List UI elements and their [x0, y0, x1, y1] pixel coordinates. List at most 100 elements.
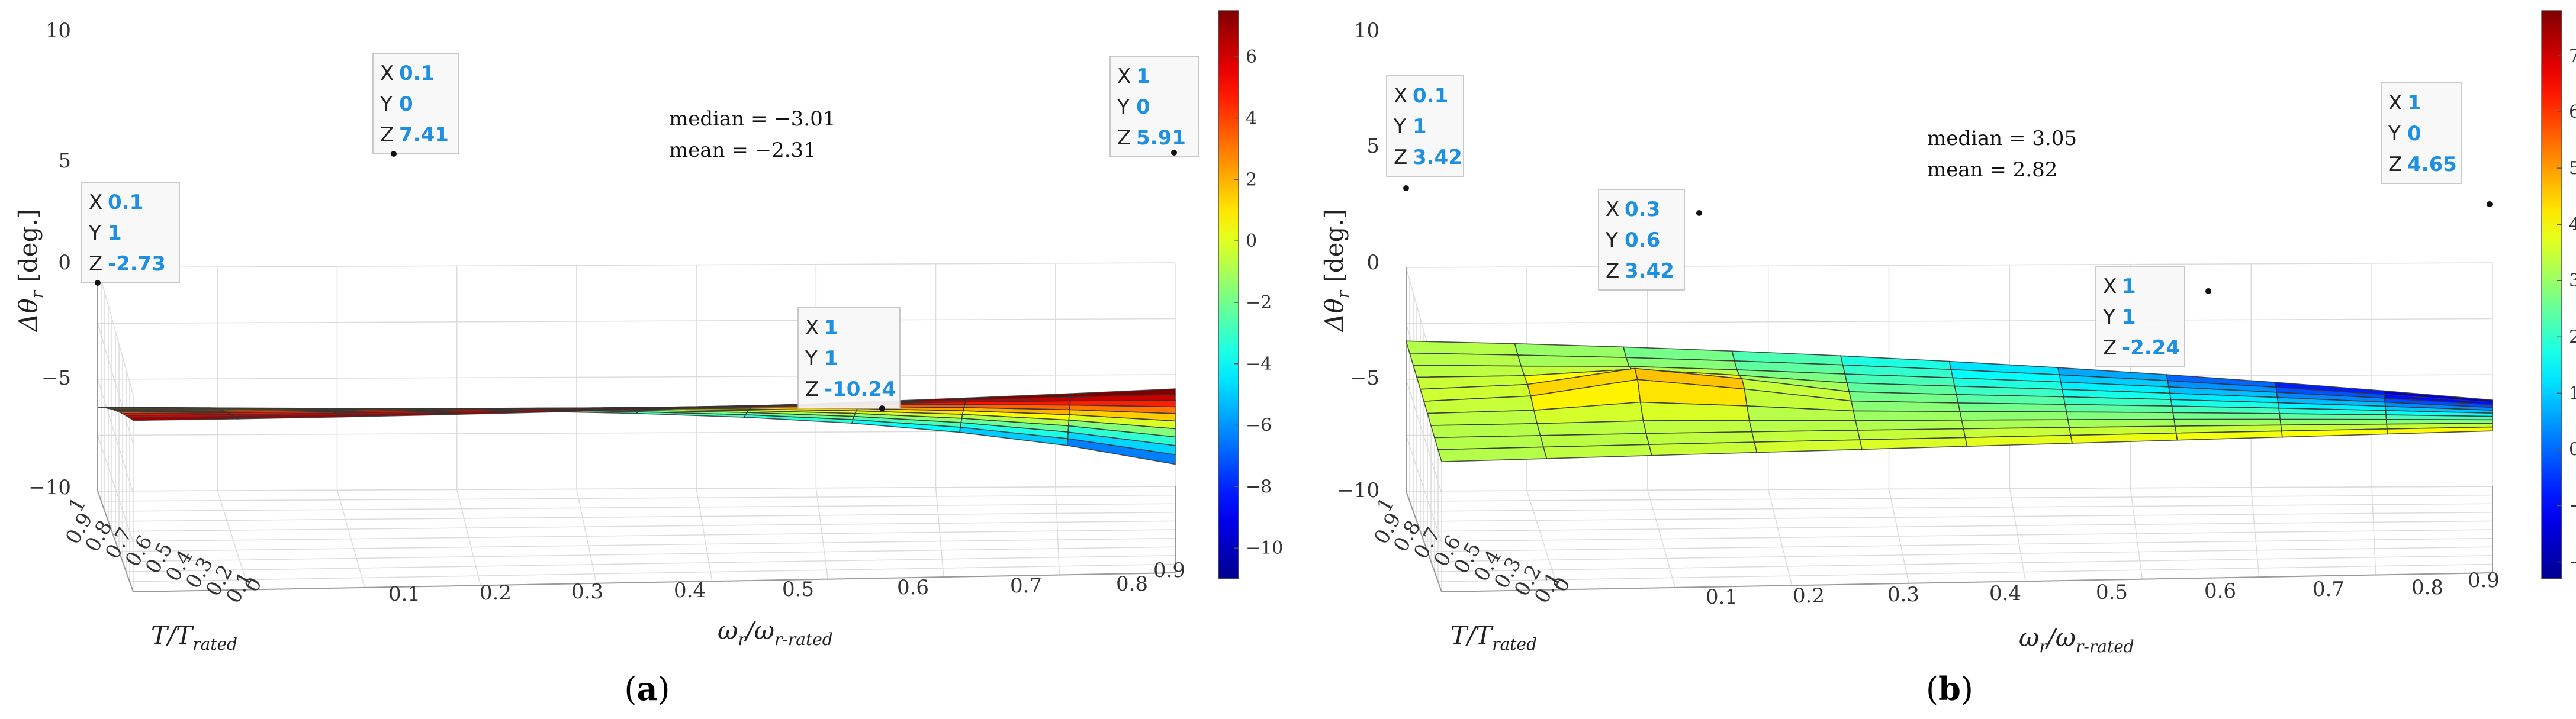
- grid-line: [97, 374, 1176, 380]
- colorbar-tick-label: 2: [1246, 169, 1257, 190]
- surface-patch: [1536, 420, 1647, 436]
- surface-patch: [1964, 434, 2073, 447]
- z-tick-label: 10: [1354, 19, 1379, 43]
- z-axis-label-a: Δθr [deg.]: [14, 209, 47, 333]
- datatip-marker: [1696, 210, 1702, 216]
- datatips-a: X 0.1Y 1Z -2.73X 0.1Y 0Z 7.41X 1Y 0Z 5.91X 1Y 1Z -10…: [81, 53, 1199, 411]
- colorbar-bar-b: [2541, 10, 2562, 579]
- surface-patch: [2172, 412, 2281, 420]
- surface-patch: [2387, 426, 2493, 435]
- colorbar-tick-label: −10: [1246, 538, 1283, 559]
- datatip-value: 0.3: [1625, 198, 1660, 221]
- surface-patch: [2279, 413, 2387, 420]
- surface-patch: [1517, 354, 1630, 367]
- datatip-box: [2095, 266, 2185, 367]
- grid-line: [126, 555, 1176, 572]
- datatip-value: -10.24: [824, 378, 896, 401]
- y-axis-label-b: T/Trated: [1451, 621, 1537, 654]
- datatip-value: 0: [1136, 95, 1150, 119]
- x-tick-label: 0.4: [1989, 582, 2021, 605]
- datatip-box: [81, 182, 180, 283]
- grid-line: [1406, 318, 2493, 324]
- grid-line: [122, 546, 1176, 562]
- datatip-value: 1: [1413, 115, 1427, 138]
- datatip-box: [1386, 75, 1464, 177]
- datatip-value: 1: [2407, 91, 2421, 115]
- datatip-key: Z: [805, 378, 819, 401]
- x-axis-label-b: ωr/ωr-rated: [2019, 623, 2134, 656]
- datatip-box: [1598, 189, 1685, 291]
- datatips-b: X 0.1Y 1Z 3.42X 0.3Y 0.6Z 3.42X 1Y 0Z 4.65X 1Y 1Z -2…: [1386, 75, 2493, 367]
- z-tick-label: 0: [1366, 251, 1379, 275]
- datatip-marker: [95, 280, 101, 286]
- surface-patch: [1412, 365, 1525, 378]
- surface-patch: [1853, 410, 1963, 421]
- surface-patch: [2070, 433, 2178, 444]
- datatip-value: 1: [2122, 275, 2136, 298]
- x-tick-label: 0.5: [2096, 581, 2128, 604]
- z-ticks-a: 10 5 0 −5 −10: [28, 19, 71, 499]
- datatip-key: Y: [1393, 115, 1406, 138]
- datatip-value: 0: [2407, 122, 2421, 146]
- surface-patch: [2066, 411, 2175, 420]
- grid-line: [111, 520, 1176, 532]
- grid-line: [97, 318, 1176, 324]
- grid-line: [97, 486, 1176, 492]
- chart-panel-a: X 0.1Y 1Z -2.73X 0.1Y 0Z 7.41X 1Y 0Z 5.91X 1Y 1Z -10…: [14, 10, 1283, 708]
- datatip-key: Y: [380, 92, 393, 116]
- x-tick-label: 0.7: [2313, 578, 2345, 601]
- colorbar-a: 6 4 2 0 −2 −4 −6 −8 −10: [1218, 10, 1283, 579]
- z-tick-label: 0: [58, 251, 71, 275]
- x-tick-label: 0.1: [1706, 585, 1738, 609]
- datatip-key: Z: [2388, 153, 2402, 176]
- surface-patch: [1859, 437, 1968, 450]
- datatip-value: 3.42: [1413, 146, 1462, 169]
- datatip-key: Z: [2103, 336, 2117, 360]
- datatip-value: -2.73: [108, 252, 166, 276]
- grid-line: [1413, 503, 2493, 512]
- grid-line: [118, 537, 1176, 552]
- datatip-key: X: [1394, 84, 1407, 108]
- x-tick-label: 0.7: [1010, 574, 1042, 598]
- surface-patch: [1957, 402, 2067, 412]
- panel-label-b: (b): [1926, 670, 1973, 708]
- datatip-value: 4.65: [2407, 153, 2457, 176]
- grid-line: [1437, 563, 2493, 582]
- colorbar-tick-label: −8: [1246, 476, 1272, 497]
- x-axis-label-a: ωr/ωr-rated: [718, 616, 833, 649]
- datatip-box: [2381, 82, 2462, 184]
- colorbar-tick-label: 7: [2569, 46, 2576, 66]
- datatip-key: Y: [1117, 95, 1130, 119]
- surface-patch: [1408, 352, 1522, 367]
- datatip-key: Z: [1117, 126, 1131, 150]
- colorbar-tick-label: −4: [1246, 354, 1272, 375]
- chart-panel-b: X 0.1Y 1Z 3.42X 0.3Y 0.6Z 3.42X 1Y 0Z 4.65X 1Y 1Z -2…: [1320, 10, 2576, 708]
- x-ticks-a: 0.1 0.2 0.3 0.4 0.5 0.6 0.7 0.8 0.9: [388, 559, 1185, 606]
- colorbar-tick-label: −2: [1246, 292, 1272, 313]
- datatip-value: 1: [108, 221, 122, 245]
- surface-patch: [1648, 441, 1758, 456]
- z-ticks-b: 10 5 0 −5 −10: [1337, 19, 1379, 502]
- surface-patch: [1851, 400, 1961, 412]
- colorbar-tick-label: −1: [2569, 495, 2576, 516]
- datatip-key: X: [2103, 275, 2117, 298]
- datatip-value: 0.1: [108, 191, 143, 214]
- datatip-marker: [391, 151, 397, 157]
- axis-floor-frame: [97, 486, 1176, 593]
- surface-patch: [2175, 430, 2283, 441]
- surface-patch: [1070, 388, 1176, 398]
- grid-line: [108, 512, 1176, 522]
- surface-a: [97, 388, 1176, 465]
- x-tick-label: 0.3: [1887, 583, 1919, 607]
- x-tick-label: 0.2: [1793, 584, 1825, 608]
- grid-line: [1423, 529, 2493, 542]
- datatip-value: -2.24: [2122, 336, 2180, 360]
- surface-patch: [1642, 420, 1753, 434]
- x-tick-label: 0.5: [782, 578, 814, 601]
- datatip-value: 1: [824, 347, 838, 370]
- grid-line: [1434, 555, 2493, 572]
- grid-line: [129, 563, 1176, 582]
- datatip-marker: [2487, 201, 2493, 207]
- datatip-box: [1109, 56, 1199, 157]
- grid-line: [97, 262, 1176, 268]
